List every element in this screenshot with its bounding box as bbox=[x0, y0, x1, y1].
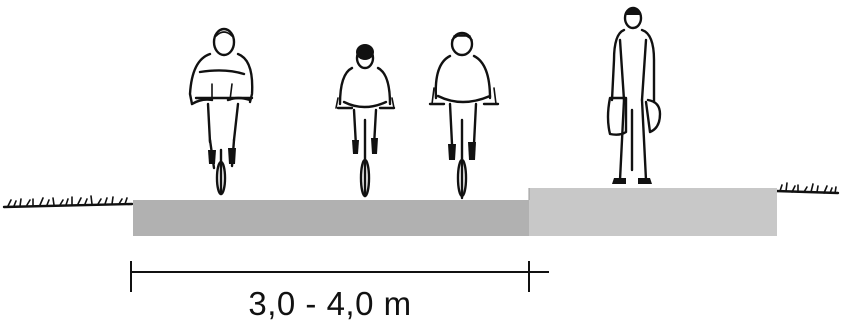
cyclist-1-icon bbox=[188, 27, 254, 196]
grass-left-icon bbox=[2, 195, 134, 209]
cyclist-2-icon bbox=[335, 44, 396, 198]
sidewalk bbox=[529, 188, 777, 236]
pedestrian-icon bbox=[606, 6, 662, 184]
grass-right-icon bbox=[774, 182, 840, 195]
bike-path bbox=[133, 200, 529, 236]
cyclist-3-icon bbox=[428, 31, 500, 200]
dimension-line bbox=[130, 261, 549, 292]
width-dimension-label: 3,0 - 4,0 m bbox=[248, 285, 412, 322]
